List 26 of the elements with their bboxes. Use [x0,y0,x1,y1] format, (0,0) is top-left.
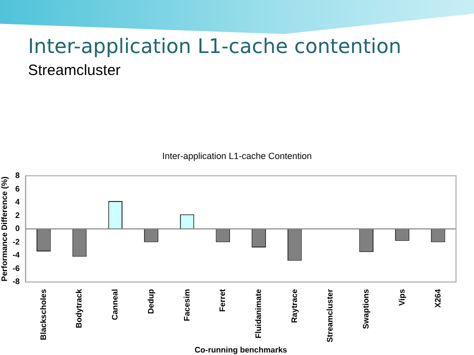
chart-subtitle: Streamcluster [28,62,121,79]
x-tick-label: Blackscholes [38,288,48,340]
x-tick-label: Dedup [146,288,156,314]
y-tick-label: -6 [12,264,20,273]
x-tick-label: Facesim [182,289,192,322]
x-tick-label: Raytrace [290,288,299,323]
y-axis-title: Performance Difference (%) [0,176,10,282]
x-tick-label: Canneal [110,289,120,320]
text: Inter-application L1-cache Contention [161,151,313,161]
y-tick-label: 2 [15,210,20,220]
x-tick-label: Swaptions [362,288,371,330]
x-tick-label: X264 [433,288,442,308]
x-tick-label: Fluidanimate [254,288,263,338]
y-tick-label: 6 [15,184,20,194]
y-tick-label: -4 [12,250,20,260]
x-tick-label: Ferret [218,288,228,312]
y-tick-label: 8 [15,171,20,180]
x-tick-label: Streamcluster [326,289,335,342]
y-tick-label: 4 [15,198,20,207]
x-tick-label: Vips [397,288,406,306]
chart-title: Inter-application L1-cache contention [28,34,402,58]
x-axis-title: Co-running benchmarks [194,345,288,354]
y-tick-label: -2 [12,237,20,246]
x-tick-label: Bodytrack [74,288,84,328]
y-tick-label: -8 [12,277,20,286]
y-tick-label: 0 [15,224,20,234]
